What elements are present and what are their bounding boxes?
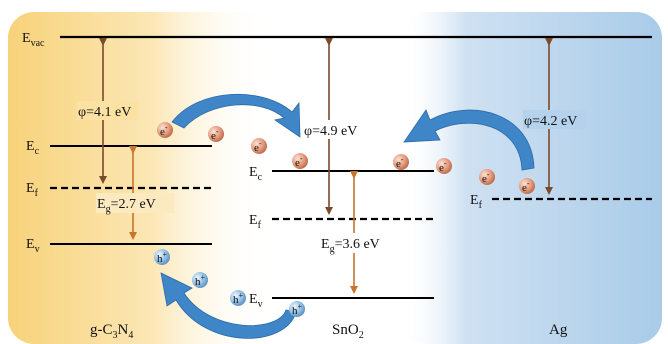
svg-text:h+: h+ (157, 250, 168, 265)
gcn-wf-label-bg (77, 101, 139, 120)
svg-text:h+: h+ (292, 302, 303, 317)
gcn-region (8, 12, 270, 344)
svg-text:e-: e- (254, 139, 262, 154)
svg-text:e-: e- (396, 155, 404, 170)
electron: e- (251, 138, 267, 154)
gcn-bg-label-bg (96, 193, 174, 213)
sno2-ef-label: Ef (249, 213, 262, 231)
svg-text:e-: e- (439, 159, 447, 174)
hole-transfer-arrow-sno2-to-gcn (160, 272, 297, 339)
gcn-work-function-label: φ=4.1 eV (78, 105, 131, 120)
sno2-ev-label: Ev (249, 292, 263, 310)
sno2-wf-label-bg (303, 120, 367, 139)
gcn-ef-label: Ef (26, 181, 39, 199)
electron: e- (393, 154, 409, 170)
ag-material-label: Ag (549, 322, 568, 338)
svg-text:h+: h+ (195, 273, 206, 288)
electron: e- (436, 158, 452, 174)
electron: e- (208, 126, 224, 142)
vacuum-level-label: Evac (22, 31, 45, 49)
ag-region (400, 12, 662, 344)
electron: e- (519, 178, 535, 194)
electron: e- (292, 153, 308, 169)
svg-text:e-: e- (482, 170, 490, 185)
ag-wf-label-bg (523, 110, 587, 129)
gcn-material-label: g-C3N4 (90, 322, 133, 341)
sno2-material-label: SnO2 (332, 322, 364, 341)
svg-text:e-: e- (522, 179, 530, 194)
electron: e- (479, 169, 495, 185)
hole: h+ (154, 249, 170, 265)
electron-transfer-arrow-gcn-to-sno2 (171, 93, 301, 138)
sno2-work-function-label: φ=4.9 eV (304, 124, 357, 139)
ag-ef-label: Ef (470, 193, 483, 211)
svg-text:h+: h+ (233, 291, 244, 306)
sno2-bg-label-bg (320, 233, 400, 253)
hole: h+ (289, 301, 305, 317)
svg-text:e-: e- (295, 154, 303, 169)
hole: h+ (192, 272, 208, 288)
gcn-band-gap-label: Eg=2.7 eV (97, 197, 156, 215)
hole: h+ (230, 290, 246, 306)
svg-text:e-: e- (211, 127, 219, 142)
electron: e- (157, 122, 173, 138)
sno2-ec-label: Ec (249, 165, 263, 183)
svg-text:e-: e- (160, 123, 168, 138)
ag-work-function-label: φ=4.2 eV (524, 114, 577, 129)
sno2-band-gap-label: Eg=3.6 eV (321, 237, 380, 255)
electron-transfer-arrow-ag-to-sno2 (403, 109, 535, 171)
gcn-ec-label: Ec (26, 139, 40, 157)
gcn-ev-label: Ev (26, 237, 40, 255)
